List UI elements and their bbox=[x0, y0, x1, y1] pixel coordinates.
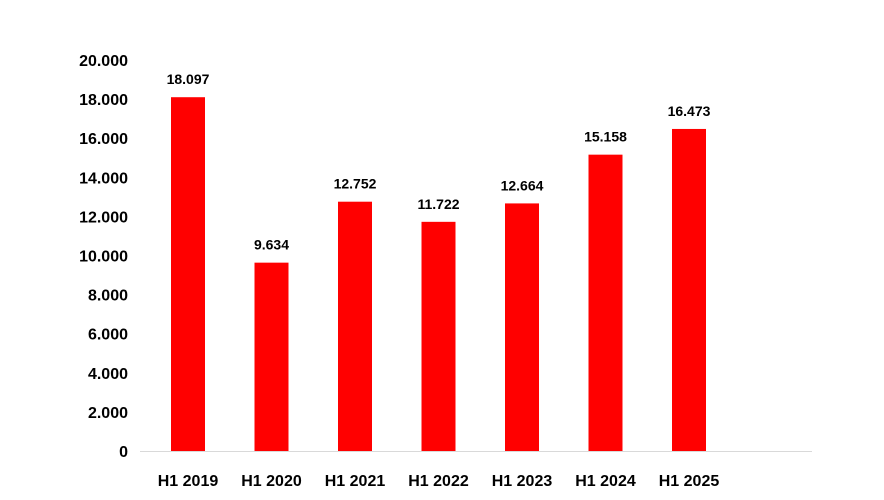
bar bbox=[171, 97, 205, 452]
data-label: 11.722 bbox=[417, 196, 459, 212]
x-tick-label: H1 2022 bbox=[408, 473, 469, 490]
x-tick-label: H1 2020 bbox=[241, 473, 302, 490]
y-tick-label: 10.000 bbox=[79, 249, 128, 266]
y-tick-label: 12.000 bbox=[79, 209, 128, 226]
y-tick-label: 16.000 bbox=[79, 131, 128, 148]
bar bbox=[338, 201, 372, 451]
bar bbox=[254, 262, 289, 451]
data-label: 9.634 bbox=[254, 237, 289, 253]
x-tick-label: H1 2025 bbox=[659, 473, 720, 490]
bar bbox=[672, 128, 706, 451]
x-axis-ticks: H1 2019 H1 2020 H1 2021 H1 2022 H1 2023 H1 20… bbox=[158, 473, 720, 490]
y-tick-label: 8.000 bbox=[88, 288, 128, 305]
y-tick-label: 14.000 bbox=[79, 170, 128, 187]
bar bbox=[505, 203, 539, 451]
x-tick-label: H1 2019 bbox=[158, 473, 219, 490]
data-label: 16.473 bbox=[668, 103, 711, 119]
bar bbox=[421, 221, 456, 451]
y-tick-label: 4.000 bbox=[88, 366, 128, 383]
x-tick-label: H1 2023 bbox=[492, 473, 553, 490]
x-tick-label: H1 2024 bbox=[575, 473, 636, 490]
y-tick-label: 18.000 bbox=[79, 92, 128, 109]
y-tick-label: 6.000 bbox=[88, 327, 128, 344]
data-labels: 18.097 9.634 12.752 11.722 12.664 15.158 16.47… bbox=[167, 71, 711, 252]
data-label: 15.158 bbox=[584, 129, 627, 145]
data-label: 12.664 bbox=[501, 177, 544, 193]
y-tick-label: 0 bbox=[119, 444, 128, 461]
bars bbox=[171, 97, 706, 452]
y-tick-label: 20.000 bbox=[79, 53, 128, 70]
x-tick-label: H1 2021 bbox=[325, 473, 386, 490]
data-label: 18.097 bbox=[167, 71, 210, 87]
y-axis-ticks: 0 2.000 4.000 6.000 8.000 10.000 12.000 14.000 1… bbox=[79, 53, 128, 461]
bar bbox=[588, 154, 623, 451]
data-label: 12.752 bbox=[334, 176, 377, 192]
y-tick-label: 2.000 bbox=[88, 405, 128, 422]
